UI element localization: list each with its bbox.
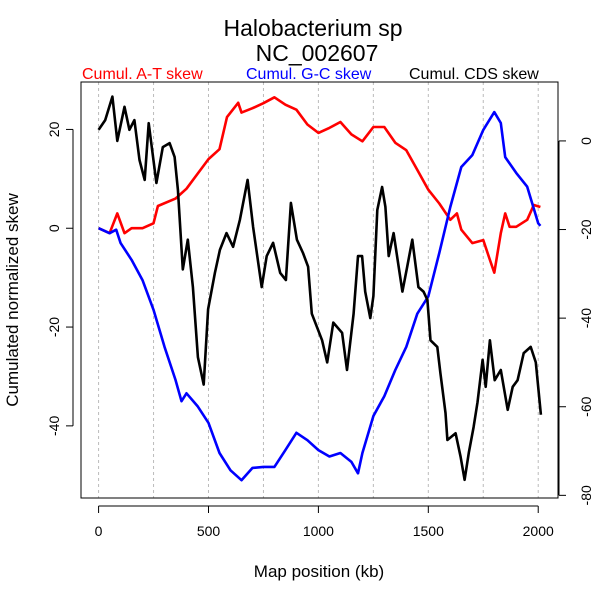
chart-title: Halobacterium sp [224, 15, 403, 41]
y-right-tick-label: -40 [578, 308, 594, 328]
y-right-tick-label: -20 [578, 219, 594, 239]
x-tick-label: 1000 [303, 523, 334, 539]
y-right-tick-label: 0 [578, 137, 594, 145]
x-axis-label: Map position (kb) [254, 562, 384, 581]
x-tick-label: 1500 [413, 523, 444, 539]
x-axis: 0 500 1000 1500 2000 [95, 505, 554, 539]
x-tick-label: 2000 [523, 523, 554, 539]
legend-gc-skew: Cumul. G-C skew [246, 66, 372, 83]
y-left-tick-label: 20 [46, 121, 62, 137]
y-right-tick-label: -60 [578, 396, 594, 416]
series-lines [97, 95, 543, 482]
y-axis-left: -40 -20 0 20 [46, 121, 74, 436]
legend-cds-skew: Cumul. CDS skew [409, 66, 539, 83]
series-line-2 [97, 95, 543, 482]
legend-at-skew: Cumul. A-T skew [82, 66, 203, 83]
chart-subtitle: NC_002607 [256, 40, 379, 66]
y-left-tick-label: -40 [46, 416, 62, 436]
y-left-tick-label: 0 [46, 224, 62, 232]
y-axis-label: Cumulated normalized skew [3, 193, 22, 407]
y-axis-right: -80 -60 -40 -20 0 [558, 137, 594, 505]
y-left-tick-label: -20 [46, 317, 62, 337]
series-line-0 [98, 96, 541, 275]
x-tick-label: 0 [95, 523, 103, 539]
y-right-tick-label: -80 [578, 485, 594, 505]
x-tick-label: 500 [197, 523, 221, 539]
plot-frame [80, 81, 559, 499]
series-line-1 [98, 110, 542, 482]
